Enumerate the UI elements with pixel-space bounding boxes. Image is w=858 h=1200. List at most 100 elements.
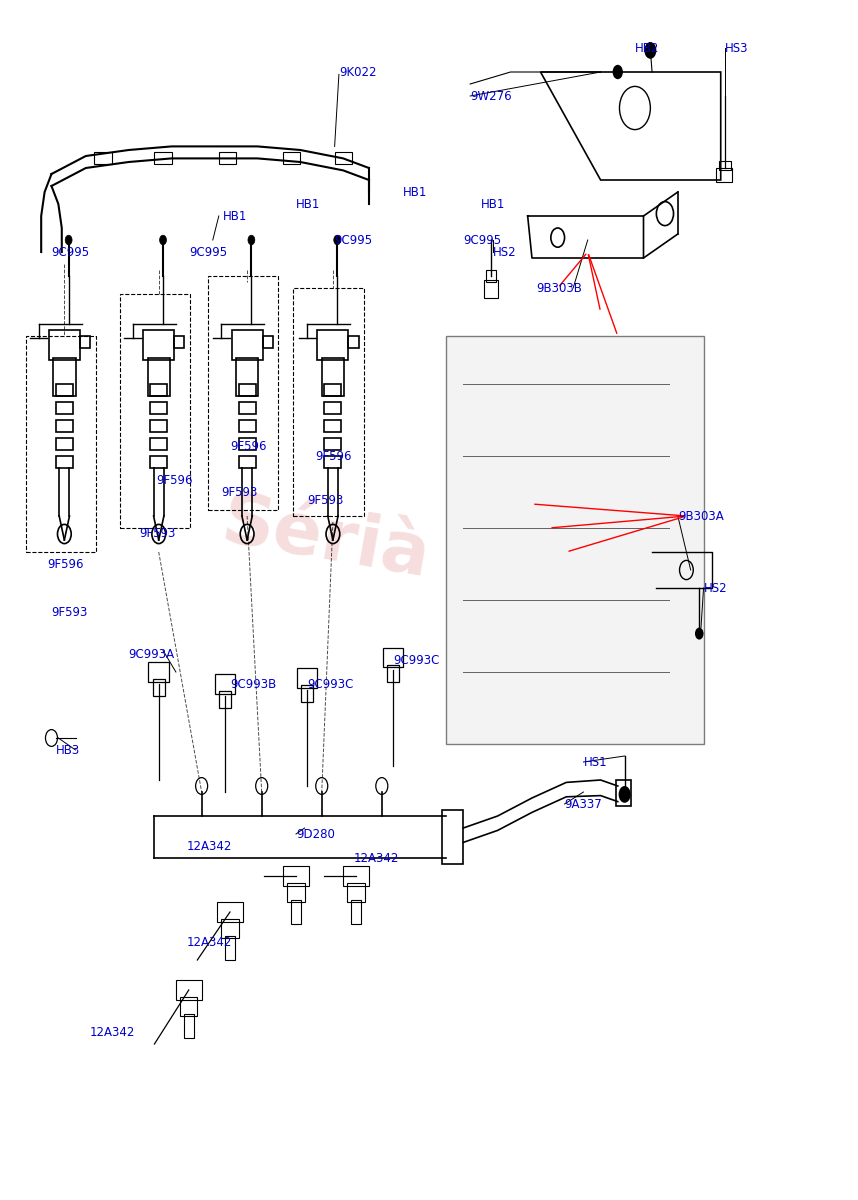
- Bar: [221, 919, 239, 938]
- Text: 9C995: 9C995: [51, 246, 89, 258]
- Bar: [225, 936, 235, 960]
- Text: HS2: HS2: [704, 582, 728, 594]
- Bar: [53, 358, 76, 396]
- Bar: [26, 336, 96, 552]
- Bar: [351, 900, 361, 924]
- Bar: [176, 980, 202, 1000]
- Circle shape: [613, 65, 623, 79]
- Bar: [293, 288, 364, 516]
- Text: 9F596: 9F596: [156, 474, 193, 486]
- Bar: [236, 358, 258, 396]
- Text: 9D280: 9D280: [296, 828, 335, 840]
- Bar: [239, 420, 256, 432]
- Bar: [148, 358, 170, 396]
- Bar: [484, 280, 498, 298]
- Bar: [324, 420, 341, 432]
- Bar: [154, 152, 172, 164]
- Bar: [719, 161, 731, 170]
- Bar: [56, 438, 73, 450]
- Bar: [322, 358, 344, 396]
- Text: 9F596: 9F596: [316, 450, 353, 462]
- Circle shape: [619, 786, 631, 803]
- Bar: [150, 384, 167, 396]
- Text: HB1: HB1: [296, 198, 320, 210]
- Text: 9F593: 9F593: [51, 606, 88, 618]
- Text: 12A342: 12A342: [187, 936, 233, 948]
- Text: HB2: HB2: [635, 42, 659, 54]
- Bar: [486, 270, 496, 282]
- Text: 9F596: 9F596: [230, 440, 267, 452]
- Bar: [217, 902, 243, 922]
- Text: HB1: HB1: [480, 198, 505, 210]
- Text: 9C993C: 9C993C: [393, 654, 439, 666]
- Bar: [348, 336, 359, 348]
- Text: 9B303B: 9B303B: [536, 282, 582, 294]
- Bar: [343, 866, 369, 886]
- Bar: [263, 336, 273, 348]
- Circle shape: [248, 235, 255, 245]
- Bar: [383, 648, 403, 667]
- Text: 9A337: 9A337: [565, 798, 602, 810]
- Bar: [219, 691, 231, 708]
- Text: 12A342: 12A342: [90, 1026, 136, 1038]
- Text: 9C995: 9C995: [335, 234, 372, 246]
- Bar: [616, 780, 631, 806]
- Bar: [297, 668, 317, 688]
- Bar: [324, 456, 341, 468]
- Text: 12A342: 12A342: [187, 840, 233, 852]
- Bar: [150, 402, 167, 414]
- Text: Sérià: Sérià: [216, 487, 436, 593]
- Bar: [208, 276, 278, 510]
- Circle shape: [334, 235, 341, 245]
- Text: 9C995: 9C995: [463, 234, 501, 246]
- Text: 9F596: 9F596: [47, 558, 84, 570]
- Polygon shape: [446, 336, 704, 744]
- Text: 9F593: 9F593: [307, 494, 343, 506]
- Bar: [335, 152, 352, 164]
- Bar: [180, 997, 197, 1016]
- Bar: [283, 866, 309, 886]
- Text: HB1: HB1: [223, 210, 247, 222]
- Text: 9C993A: 9C993A: [129, 648, 175, 660]
- Text: 9F593: 9F593: [221, 486, 257, 498]
- Bar: [214, 674, 235, 694]
- Text: 9W276: 9W276: [470, 90, 512, 102]
- Text: HB1: HB1: [403, 186, 427, 198]
- Bar: [56, 420, 73, 432]
- Bar: [239, 438, 256, 450]
- Bar: [716, 168, 732, 182]
- Bar: [324, 438, 341, 450]
- Bar: [219, 152, 236, 164]
- Bar: [239, 384, 256, 396]
- Bar: [184, 1014, 194, 1038]
- Bar: [94, 152, 112, 164]
- Text: 9K022: 9K022: [339, 66, 377, 78]
- Bar: [283, 152, 300, 164]
- Bar: [442, 810, 463, 864]
- Bar: [150, 438, 167, 450]
- Bar: [143, 330, 174, 360]
- Text: 9C993C: 9C993C: [307, 678, 353, 690]
- Bar: [291, 900, 301, 924]
- Bar: [174, 336, 184, 348]
- Text: 12A342: 12A342: [353, 852, 399, 864]
- Bar: [287, 883, 305, 902]
- Circle shape: [644, 42, 656, 59]
- Bar: [387, 665, 399, 682]
- Bar: [80, 336, 90, 348]
- Bar: [120, 294, 190, 528]
- Bar: [317, 330, 348, 360]
- Bar: [150, 420, 167, 432]
- Text: 9B303A: 9B303A: [678, 510, 723, 522]
- Text: 9F593: 9F593: [139, 528, 175, 540]
- Bar: [324, 384, 341, 396]
- Bar: [239, 402, 256, 414]
- Bar: [301, 685, 313, 702]
- Bar: [347, 883, 365, 902]
- Bar: [56, 456, 73, 468]
- Bar: [153, 679, 165, 696]
- Bar: [150, 456, 167, 468]
- Circle shape: [695, 628, 704, 640]
- Circle shape: [160, 235, 166, 245]
- Bar: [49, 330, 80, 360]
